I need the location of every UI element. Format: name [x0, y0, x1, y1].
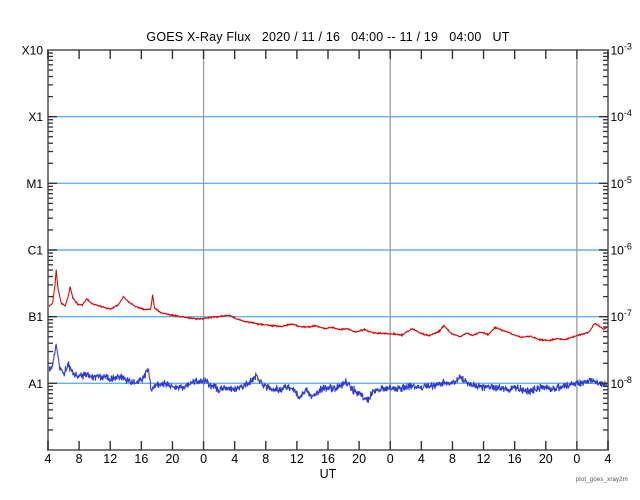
- right-axis-label: 10-7: [611, 308, 632, 324]
- right-axis-label: 10-4: [611, 108, 632, 124]
- flux-class-label: X10: [22, 44, 44, 58]
- red-flux-trace: [48, 269, 608, 342]
- x-tick-label: 4: [231, 452, 238, 466]
- x-tick-label: 8: [449, 452, 456, 466]
- right-axis-label: 10-8: [611, 375, 632, 391]
- flux-class-label: A1: [28, 377, 43, 391]
- x-tick-label: 8: [76, 452, 83, 466]
- flux-class-label: B1: [28, 310, 43, 324]
- x-tick-label: 20: [539, 452, 553, 466]
- x-tick-label: 0: [387, 452, 394, 466]
- x-tick-label: 0: [573, 452, 580, 466]
- x-tick-label: 4: [605, 452, 612, 466]
- x-tick-label: 16: [134, 452, 148, 466]
- x-tick-label: 16: [508, 452, 522, 466]
- flux-class-label: C1: [28, 244, 44, 258]
- x-tick-label: 20: [165, 452, 179, 466]
- x-tick-label: 12: [477, 452, 491, 466]
- flux-class-label: M1: [26, 177, 43, 191]
- x-tick-label: 20: [352, 452, 366, 466]
- x-tick-label: 8: [262, 452, 269, 466]
- x-tick-label: 16: [321, 452, 335, 466]
- x-tick-label: 12: [290, 452, 304, 466]
- plot-watermark: plot_goes_xray2m: [575, 477, 628, 483]
- x-tick-label: 4: [45, 452, 52, 466]
- flux-class-label: X1: [28, 110, 43, 124]
- right-axis-label: 10-3: [611, 42, 632, 58]
- chart-title: GOES X-Ray Flux 2020 / 11 / 16 04:00 -- …: [146, 30, 510, 44]
- right-axis-label: 10-6: [611, 242, 632, 258]
- right-axis-label: 10-5: [611, 175, 632, 191]
- x-tick-label: 0: [200, 452, 207, 466]
- x-tick-label: 4: [418, 452, 425, 466]
- blue-flux-trace: [48, 343, 608, 404]
- x-axis-label: UT: [319, 467, 337, 481]
- x-tick-label: 12: [103, 452, 117, 466]
